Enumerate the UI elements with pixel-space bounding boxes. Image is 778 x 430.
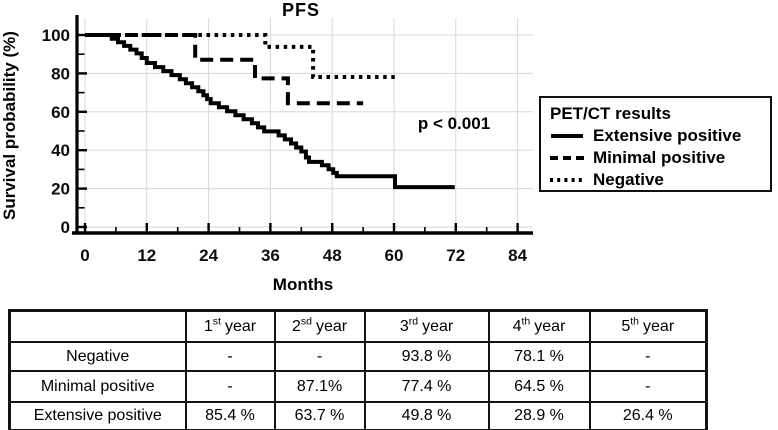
year-word: year [224, 317, 257, 335]
legend-item-extensive-positive: Extensive positive [550, 125, 761, 147]
ordinal-suffix: st [212, 315, 221, 328]
legend-item-label: Minimal positive [593, 148, 726, 167]
table-cell: - [184, 341, 276, 372]
table-cell: 28.9 % [487, 401, 591, 430]
table-row-minimal-positive: Minimal positive - 87.1% 77.4 % 64.5 % - [8, 370, 708, 403]
table-header-cell-year4: 4th year [487, 309, 591, 343]
year-word: year [534, 317, 566, 335]
table-cell: 77.4 % [363, 370, 490, 403]
table-header-row: 1st year 2sd year 3rd year 4th year 5th year [8, 309, 708, 343]
table-cell: 63.7 % [273, 401, 366, 430]
table-cell: - [184, 370, 276, 403]
survival-rates-table: 1st year 2sd year 3rd year 4th year 5th year … [8, 309, 708, 430]
table-cell: 49.8 % [363, 401, 490, 430]
legend-item-label: Extensive positive [593, 126, 742, 145]
x-tick-label: 0 [80, 246, 89, 265]
table-corner-cell [8, 309, 187, 343]
year-word: year [422, 317, 454, 335]
curve-extensive-positive [85, 33, 455, 190]
legend-item-minimal-positive: Minimal positive [550, 147, 761, 169]
year-number: 4 [512, 317, 522, 335]
legend-item-label: Negative [593, 170, 664, 189]
y-tick-label: 60 [51, 103, 70, 122]
table-header-cell-year3: 3rd year [363, 309, 490, 343]
row-label: Negative [8, 341, 187, 372]
chart-title: PFS [281, 0, 320, 20]
table-row-negative: Negative - - 93.8 % 78.1 % - [8, 341, 708, 372]
ordinal-suffix: rd [408, 315, 419, 328]
p-value-annotation: p < 0.001 [417, 114, 491, 133]
year-number: 2 [291, 317, 301, 335]
table-header-cell-year2: 2sd year [273, 309, 366, 343]
table-cell: 78.1 % [487, 341, 591, 372]
curve-minimal-positive [85, 33, 364, 106]
x-tick-label: 36 [261, 246, 280, 265]
table-row-extensive-positive: Extensive positive 85.4 % 63.7 % 49.8 % … [8, 401, 708, 430]
table-cell: 85.4 % [184, 401, 276, 430]
table-cell: 87.1% [273, 370, 366, 403]
x-tick-label: 48 [323, 246, 342, 265]
y-tick-label: 80 [51, 64, 70, 83]
curve-negative [85, 33, 399, 79]
year-number: 1 [203, 317, 213, 335]
year-word: year [643, 317, 675, 335]
x-tick-label: 84 [508, 246, 527, 265]
ordinal-suffix: th [521, 315, 531, 328]
table-cell: 26.4 % [588, 401, 708, 430]
x-tick-label: 72 [446, 246, 465, 265]
year-number: 5 [621, 317, 631, 335]
ordinal-suffix: sd [300, 315, 312, 328]
table-cell: 93.8 % [363, 341, 490, 372]
legend-item-negative: Negative [550, 169, 761, 191]
survival-chart-canvas: 0 20 40 60 80 100 0 12 24 36 48 60 72 84 [42, 15, 533, 265]
legend-box: PET/CT results Extensive positive Minima… [539, 96, 772, 192]
legend-title: PET/CT results [550, 104, 671, 123]
y-tick-label: 100 [42, 26, 70, 45]
year-word: year [315, 317, 348, 335]
x-tick-label: 12 [137, 246, 156, 265]
legend-line-dashed-icon [550, 156, 584, 160]
table-header-cell-year5: 5th year [588, 309, 708, 343]
x-tick-label: 60 [385, 246, 404, 265]
row-label: Extensive positive [8, 401, 187, 430]
table-cell: - [588, 341, 708, 372]
legend-line-solid-icon [551, 134, 583, 138]
legend-line-dotted-icon [550, 178, 584, 182]
y-tick-label: 40 [51, 141, 70, 160]
table-cell: 64.5 % [487, 370, 591, 403]
year-number: 3 [399, 317, 409, 335]
y-tick-label: 20 [51, 180, 70, 199]
row-label: Minimal positive [8, 370, 187, 403]
table-cell: - [273, 341, 366, 372]
x-axis-title: Months [272, 275, 334, 294]
y-tick-label: 0 [61, 218, 70, 237]
table-header-cell-year1: 1st year [184, 309, 276, 343]
ordinal-suffix: th [630, 315, 640, 328]
x-tick-label: 24 [199, 246, 218, 265]
table-cell: - [588, 370, 708, 403]
